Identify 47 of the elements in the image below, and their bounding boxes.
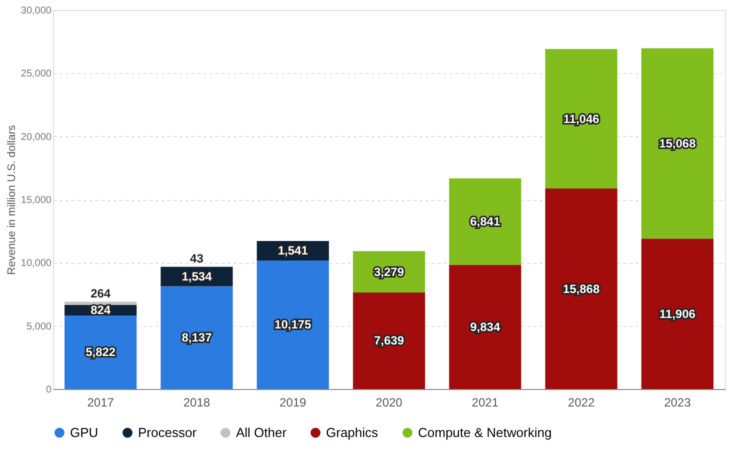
legend-label: GPU [70, 424, 98, 440]
bar [160, 286, 233, 389]
data-label: 15,868 [562, 282, 600, 296]
x-tick-label: 2018 [183, 396, 210, 410]
legend-label: All Other [236, 424, 288, 440]
data-label: 8,137 [182, 330, 212, 345]
y-tick-label: 15,000 [20, 195, 52, 206]
bar [449, 178, 522, 265]
data-label: 11,906 [659, 306, 696, 321]
y-tick-label: 5,000 [26, 321, 52, 332]
bar [545, 188, 618, 389]
legend-label: Processor [138, 424, 198, 440]
data-label: 10,175 [274, 318, 312, 332]
x-tick-label: 2021 [472, 396, 499, 410]
bar [449, 264, 522, 389]
data-label: 1,534 [182, 270, 212, 284]
x-tick-label: 2020 [376, 396, 403, 410]
bar [641, 48, 714, 239]
x-tick-label: 2019 [280, 396, 307, 410]
y-tick-label: 0 [46, 384, 52, 396]
bar [641, 238, 714, 389]
y-axis-title: Revenue in million U.S. dollars [6, 124, 18, 275]
legend-label: Graphics [326, 424, 379, 440]
bar [64, 302, 137, 306]
y-tick-label: 25,000 [20, 68, 52, 80]
data-label: 3,279 [374, 264, 404, 279]
bar [545, 48, 618, 189]
data-label: 824 [90, 303, 111, 318]
x-tick-label: 2022 [568, 396, 595, 410]
y-tick-label: 10,000 [20, 258, 52, 270]
bar [64, 315, 137, 389]
bar [256, 260, 329, 389]
legend-label: Compute & Networking [418, 424, 552, 440]
bar [352, 292, 426, 389]
x-tick-label: 2023 [664, 396, 692, 410]
data-label: 9,834 [470, 320, 500, 334]
data-label: 43 [190, 251, 204, 266]
y-tick-label: 20,000 [20, 132, 52, 143]
data-label: 7,639 [374, 334, 404, 348]
data-label: 264 [90, 286, 111, 301]
x-tick-label: 2017 [87, 396, 114, 410]
data-label: 6,841 [470, 214, 500, 229]
data-label: 15,068 [659, 136, 696, 150]
data-label: 11,046 [563, 112, 600, 126]
data-label: 1,541 [278, 244, 308, 258]
y-tick-label: 30,000 [20, 6, 52, 16]
data-label: 5,822 [86, 345, 116, 360]
